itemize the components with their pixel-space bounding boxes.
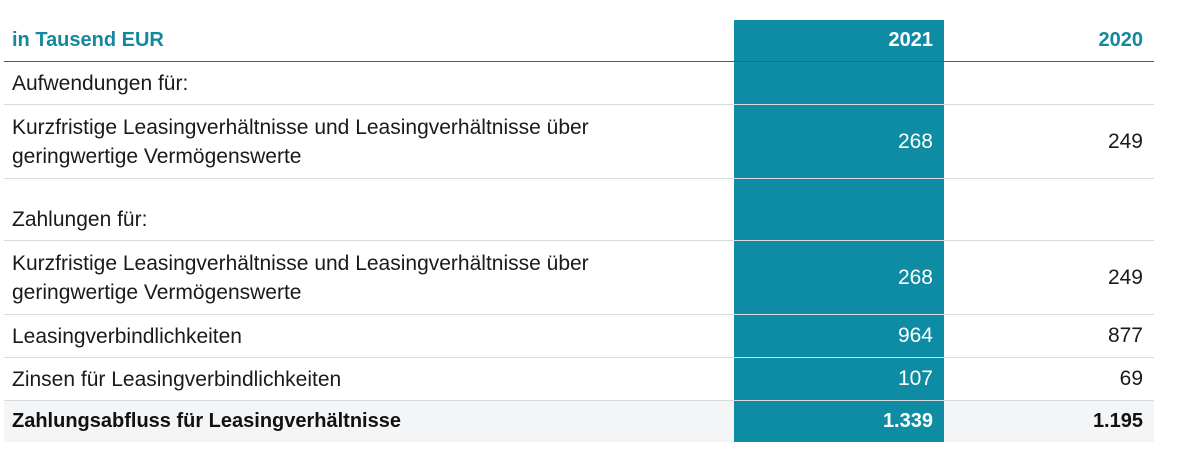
- row-label-line: geringwertige Vermögenswerte: [12, 144, 302, 168]
- cell-2021: [734, 62, 944, 104]
- total-2021: 1.339: [734, 401, 944, 442]
- cell-2020: 249: [1107, 265, 1143, 289]
- total-2020: 1.195: [1092, 410, 1143, 432]
- table-row: Kurzfristige Leasingverhältnisse und Lea…: [4, 241, 1154, 315]
- table-header-row: in Tausend EUR 2021 2020: [4, 20, 1154, 62]
- cell-2020: 249: [1107, 129, 1143, 153]
- cell-2020: [944, 179, 1154, 240]
- row-label: Leasingverbindlichkeiten: [12, 324, 242, 348]
- total-row: Zahlungsabfluss für Leasingverhältnisse …: [4, 401, 1154, 442]
- cell-2020: 877: [1107, 324, 1143, 347]
- row-label: Kurzfristige Leasingverhältnisse und Lea…: [4, 241, 734, 314]
- section-label: Zahlungen für:: [12, 208, 148, 231]
- cell-2020: [944, 62, 1154, 104]
- section-header-row: Zahlungen für:: [4, 179, 1154, 241]
- total-label: Zahlungsabfluss für Leasingverhältnisse: [12, 410, 401, 432]
- cell-2021: 268: [734, 105, 944, 178]
- row-label: Kurzfristige Leasingverhältnisse und Lea…: [4, 105, 734, 178]
- cell-2021: 268: [734, 241, 944, 314]
- cell-2021: 964: [734, 315, 944, 357]
- section-label: Aufwendungen für:: [12, 71, 189, 95]
- table-row: Kurzfristige Leasingverhältnisse und Lea…: [4, 105, 1154, 179]
- cell-2021: [734, 179, 944, 240]
- year-2021-header: 2021: [734, 20, 944, 61]
- table-row: Leasingverbindlichkeiten 964 877: [4, 315, 1154, 358]
- lease-expense-table: in Tausend EUR 2021 2020 Aufwendungen fü…: [4, 20, 1154, 442]
- year-2020-header: 2020: [1098, 29, 1144, 51]
- row-label: Zinsen für Leasingverbindlichkeiten: [12, 367, 342, 391]
- row-label-line: Kurzfristige Leasingverhältnisse und Lea…: [12, 251, 589, 275]
- row-label-line: Kurzfristige Leasingverhältnisse und Lea…: [12, 115, 589, 139]
- section-header-row: Aufwendungen für:: [4, 62, 1154, 105]
- cell-2020: 69: [1119, 367, 1143, 390]
- row-label-line: geringwertige Vermögenswerte: [12, 280, 302, 304]
- unit-header: in Tausend EUR: [12, 29, 164, 51]
- table-row: Zinsen für Leasingverbindlichkeiten 107 …: [4, 358, 1154, 401]
- cell-2021: 107: [734, 358, 944, 400]
